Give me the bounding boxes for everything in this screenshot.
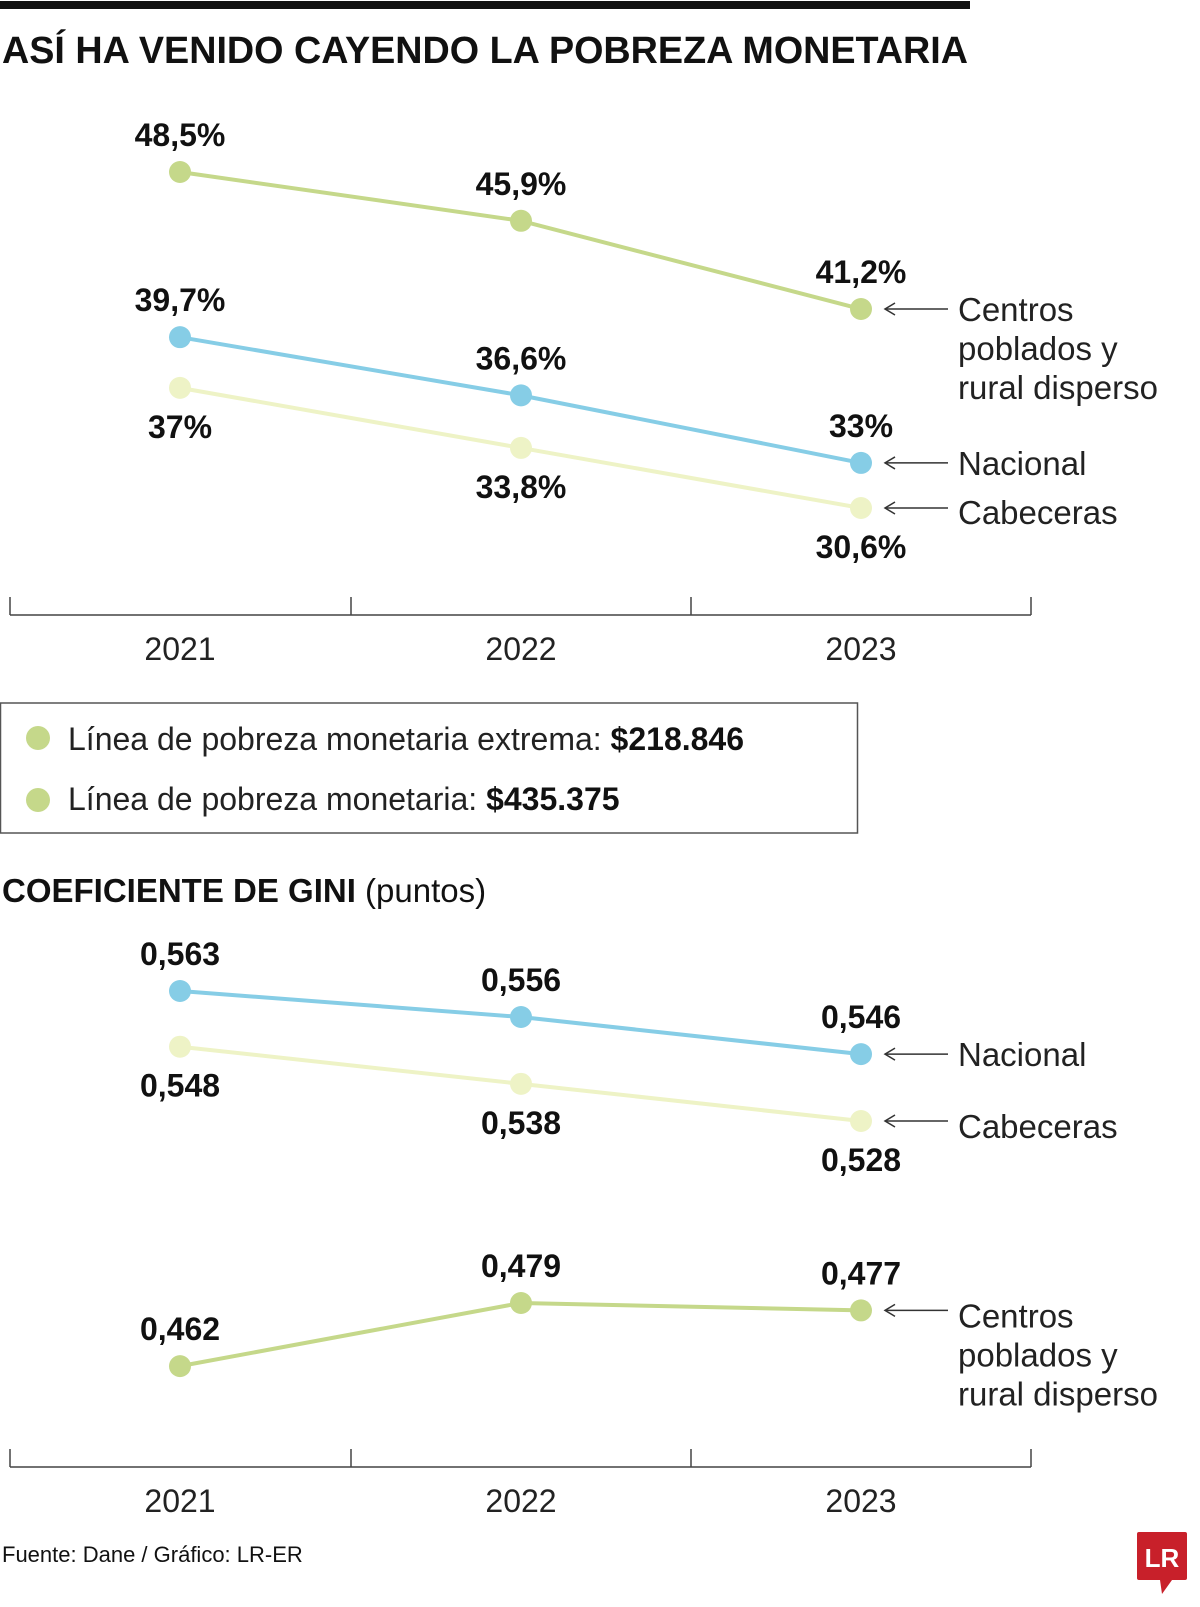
data-point	[169, 376, 191, 399]
data-label: 33,8%	[476, 469, 567, 505]
svg-text:LR: LR	[1145, 1543, 1180, 1573]
arrow-icon	[883, 1114, 896, 1128]
data-point	[510, 436, 532, 459]
arrow-icon	[883, 302, 896, 316]
data-point	[850, 1043, 872, 1066]
data-label: 30,6%	[816, 529, 907, 565]
legend-frame	[0, 702, 859, 834]
data-point	[510, 1005, 532, 1028]
data-label: 33%	[829, 408, 893, 444]
data-label: 0,563	[140, 936, 220, 972]
data-point	[850, 451, 872, 474]
data-point	[169, 161, 191, 183]
data-label: 37%	[148, 409, 212, 445]
data-point	[510, 384, 532, 407]
data-label: 39,7%	[135, 282, 226, 318]
legend-item: Línea de pobreza monetaria: $435.375	[68, 781, 620, 817]
series-name: rural disperso	[958, 1375, 1158, 1412]
series-name: Nacional	[958, 1036, 1086, 1073]
arrow-icon	[883, 1303, 896, 1318]
data-label: 0,479	[481, 1248, 561, 1284]
gini-chart: 0,563 0,556 0,546 Nacional 0,548 0,538 0,528 Ca…	[9, 936, 1158, 1519]
data-point	[510, 1072, 532, 1095]
legend-dot	[26, 726, 50, 750]
x-tick-label: 2021	[144, 1483, 215, 1519]
data-label: 0,477	[821, 1255, 901, 1291]
x-tick-label: 2021	[144, 631, 215, 667]
data-label: 41,2%	[816, 254, 907, 290]
legend-dot	[26, 788, 50, 812]
data-label: 0,548	[140, 1068, 220, 1104]
x-tick-label: 2023	[825, 1483, 896, 1519]
source-note: Fuente: Dane / Gráfico: LR-ER	[2, 1542, 303, 1567]
series-name: Nacional	[958, 445, 1086, 482]
data-point	[850, 298, 872, 321]
title-bar	[0, 1, 970, 9]
data-point	[850, 1299, 872, 1322]
series-name: Cabeceras	[958, 1108, 1118, 1145]
series-name: Cabeceras	[958, 494, 1118, 531]
series-name: Centros	[958, 1297, 1074, 1334]
series-name: poblados y	[958, 1336, 1118, 1373]
data-label: 0,538	[481, 1105, 561, 1141]
data-point	[510, 1291, 532, 1314]
legend-box: Línea de pobreza monetaria extrema: $218…	[0, 702, 859, 834]
data-label: 36,6%	[476, 340, 567, 376]
arrow-icon	[883, 456, 896, 470]
x-tick-label: 2023	[825, 631, 896, 667]
data-label: 48,5%	[135, 117, 226, 153]
lr-logo: LR	[1137, 1532, 1187, 1594]
x-tick-label: 2022	[485, 1483, 556, 1519]
data-point	[850, 1109, 872, 1132]
data-point	[850, 496, 872, 519]
data-point	[169, 326, 191, 349]
chart-title: ASÍ HA VENIDO CAYENDO LA POBREZA MONETAR…	[2, 28, 968, 72]
arrow-icon	[883, 1047, 896, 1061]
series-name: rural disperso	[958, 369, 1158, 406]
arrow-icon	[883, 501, 896, 515]
data-label: 0,556	[481, 962, 561, 998]
data-point	[169, 980, 191, 1002]
data-label: 45,9%	[476, 166, 567, 202]
data-label: 0,462	[140, 1311, 220, 1347]
data-label: 0,528	[821, 1142, 901, 1178]
series-name: Centros	[958, 291, 1074, 328]
data-point	[169, 1355, 191, 1378]
gini-title: COEFICIENTE DE GINI (puntos)	[2, 872, 486, 909]
legend-item: Línea de pobreza monetaria extrema: $218…	[68, 721, 744, 757]
x-tick-label: 2022	[485, 631, 556, 667]
data-point	[510, 209, 532, 232]
data-point	[169, 1035, 191, 1058]
data-label: 0,546	[821, 999, 901, 1035]
series-name: poblados y	[958, 330, 1118, 367]
